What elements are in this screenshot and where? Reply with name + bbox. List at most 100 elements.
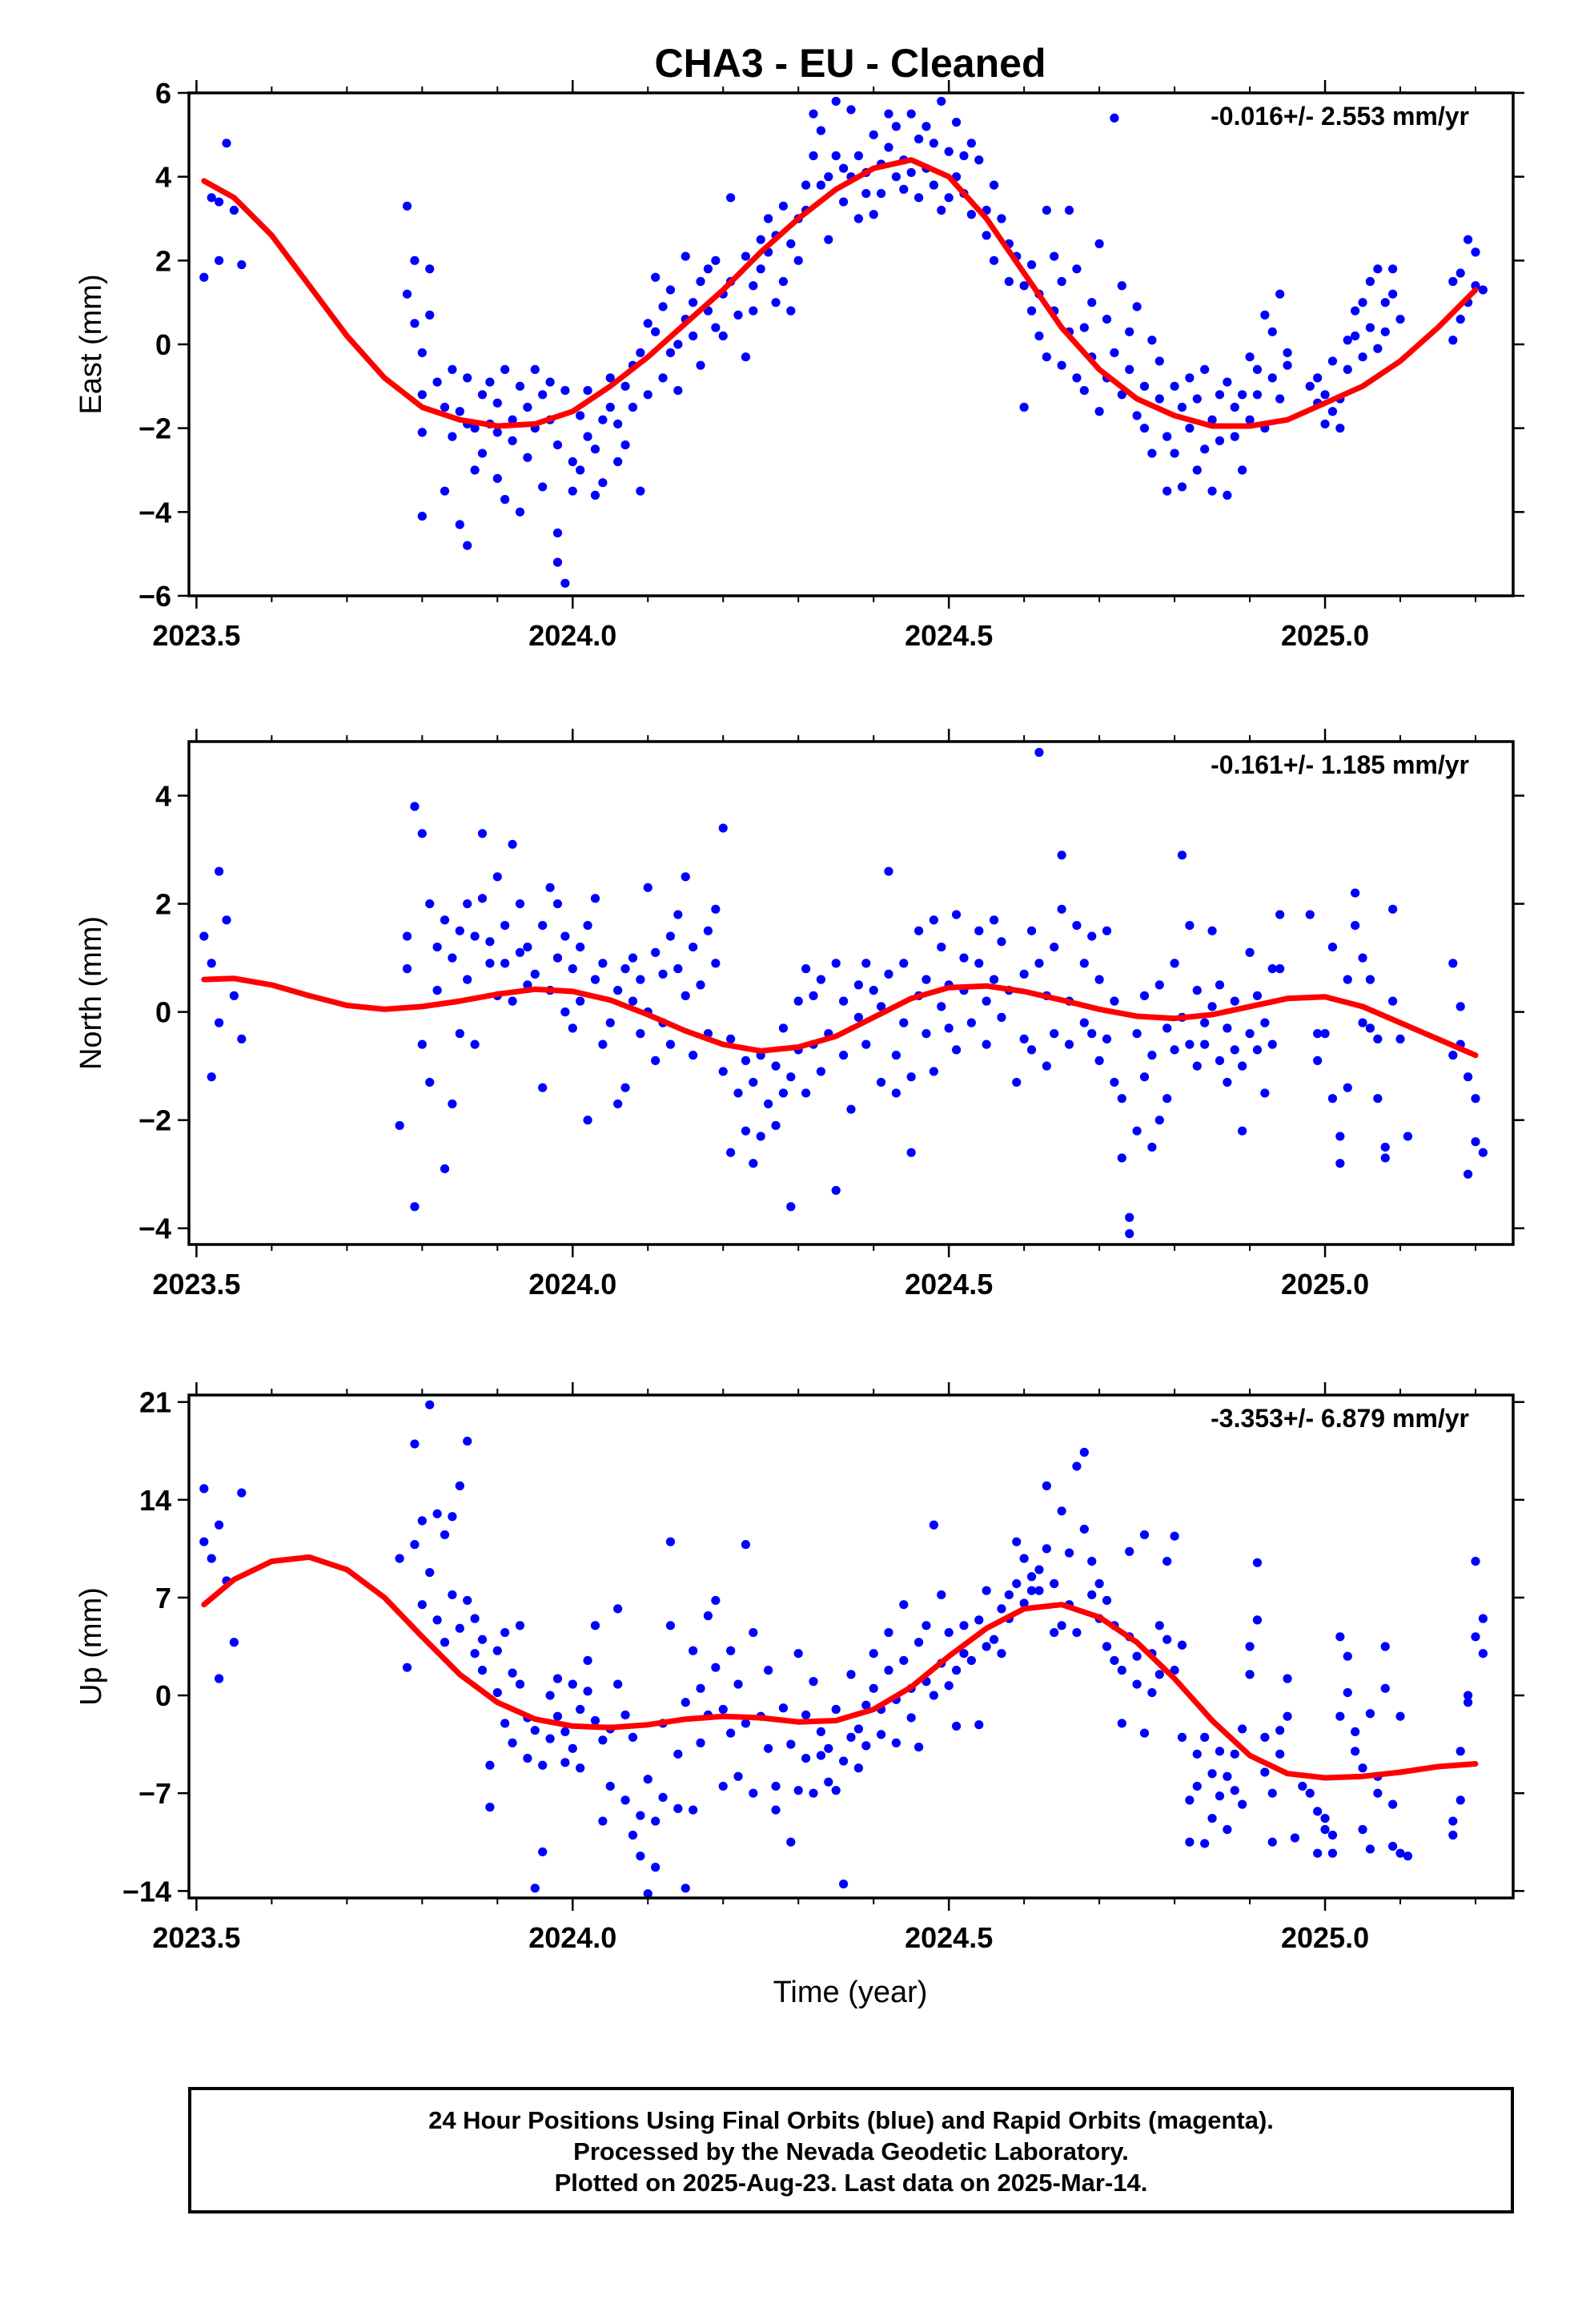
east-data-point [913,193,924,203]
up-data-point [1471,1556,1480,1566]
east-data-point [417,511,427,521]
north-data-point [207,959,216,968]
up-data-point [568,1679,577,1689]
up-data-point [560,1758,570,1767]
up-data-point [568,1743,577,1753]
north-data-point [1125,1212,1134,1222]
north-data-point [726,1148,736,1157]
up-data-point [1012,1537,1022,1546]
north-data-point [1170,959,1179,968]
east-data-point [523,402,532,412]
east-data-point [944,147,954,156]
up-data-point [793,1649,803,1659]
east-data-point [1351,331,1360,341]
north-data-point [929,915,938,925]
east-data-point [560,578,570,588]
east-data-point [1042,352,1051,362]
north-data-point [538,1083,548,1092]
up-data-point [500,1627,510,1638]
up-data-point [846,1670,856,1679]
up-data-point [1042,1481,1051,1490]
north-data-point [1403,1132,1413,1141]
north-data-point [402,931,412,941]
east-data-point [749,306,758,316]
up-data-point [237,1488,247,1498]
up-data-point [1050,1627,1059,1638]
east-data-point [1192,465,1202,475]
north-data-point [771,1061,781,1071]
up-data-point [1283,1711,1292,1721]
up-data-point [801,1753,811,1763]
east-data-point [1343,364,1352,374]
east-frame [187,91,1515,597]
up-data-point [1087,1556,1097,1566]
north-data-point [982,996,991,1006]
up-data-point [1012,1578,1022,1589]
east-data-point [583,385,592,396]
north-x-tick-label: 2025.0 [1281,1268,1369,1301]
north-data-point [628,953,638,963]
up-data-point [929,1520,938,1530]
north-data-point [1351,920,1360,931]
up-data-point [1260,1732,1270,1742]
north-data-point [1478,1148,1488,1157]
east-data-point [1200,444,1210,454]
up-data-point [1110,1655,1119,1666]
east-data-point [651,327,661,336]
north-data-point [651,947,661,957]
up-data-point [951,1666,962,1675]
north-data-point [1132,1029,1142,1039]
up-data-point [1238,1724,1247,1734]
up-data-point [1177,1640,1187,1650]
east-data-point [500,495,510,505]
north-data-point [741,1055,751,1066]
north-data-point [951,910,962,919]
up-data-point [921,1621,931,1630]
east-data-point [929,139,938,148]
east-data-point [598,415,608,424]
up-data-point [1117,1666,1126,1675]
up-data-point [199,1537,209,1546]
east-data-point [440,402,450,412]
east-data-point [913,134,924,144]
north-data-point [515,899,525,909]
north-data-point [1102,926,1112,935]
north-data-point [1132,1126,1142,1136]
up-data-point [425,1567,435,1578]
up-data-point [508,1668,517,1678]
east-data-point [1283,360,1292,370]
up-data-point [417,1516,427,1526]
north-data-point [568,964,577,974]
north-data-point [899,1018,909,1027]
north-data-point [448,953,457,963]
east-data-point [1471,281,1480,291]
up-data-point [718,1781,728,1791]
east-data-point [1162,486,1172,496]
east-data-point [937,96,946,107]
east-data-point [696,276,705,287]
east-data-point [1139,424,1150,433]
east-data-point [1351,306,1360,316]
east-data-point [1207,415,1217,424]
east-data-point [1335,424,1345,433]
north-data-point [463,899,472,909]
north-data-point [590,975,600,984]
north-x-tick-label: 2024.0 [528,1268,616,1301]
east-data-point [530,364,540,374]
up-data-point [440,1530,450,1540]
east-plot-area [189,93,1513,596]
east-data-point [1064,205,1074,215]
north-data-point [989,915,999,925]
up-data-point [1448,1816,1458,1826]
north-data-point [681,872,690,882]
north-data-point [937,1002,946,1011]
up-data-point [1162,1556,1172,1566]
north-data-point [1365,1023,1375,1033]
east-data-point [1305,381,1315,391]
east-data-point [1380,298,1390,308]
north-data-point [711,904,721,914]
east-panel: 2023.5 2024.0 2024.5 2025.0 −6 −4 −2 0 2 4 6 -0.016… [74,77,1524,652]
up-data-point [455,1623,464,1633]
north-data-point [839,1051,849,1060]
east-data-point [1230,402,1239,412]
